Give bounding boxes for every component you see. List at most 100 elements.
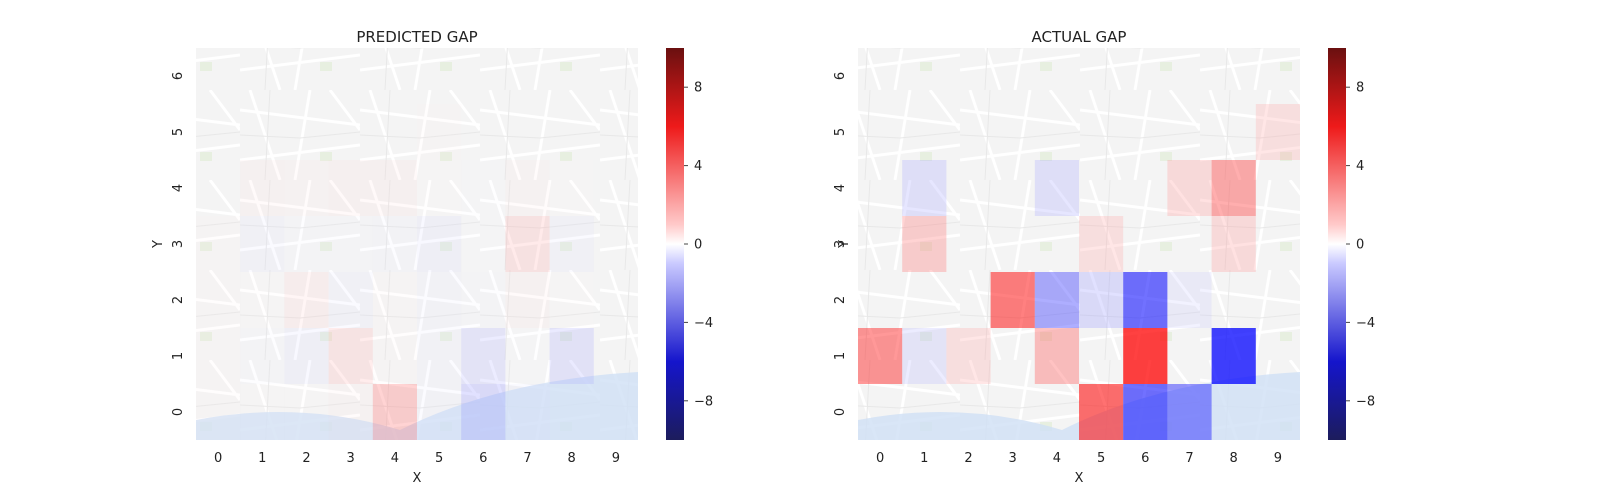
- heatmap-cell: [417, 384, 462, 440]
- heatmap-cell: [1079, 384, 1124, 440]
- heatmap-cell: [505, 272, 550, 328]
- colorbar-tick-label: 8: [694, 81, 702, 96]
- x-tick-label: 8: [1230, 451, 1238, 466]
- heatmap-cell: [240, 384, 285, 440]
- colorbar-tick-label: −8: [694, 394, 713, 409]
- y-axis-label: Y: [837, 240, 852, 249]
- heatmap-cell: [461, 272, 506, 328]
- heatmap-cell: [858, 328, 903, 384]
- heatmap-cell: [372, 328, 417, 384]
- heatmap-cell: [1034, 328, 1079, 384]
- heatmap-cell: [417, 104, 462, 160]
- heatmap-cells: [858, 104, 1300, 440]
- y-tick-label: 6: [171, 72, 186, 80]
- y-tick-label: 0: [833, 408, 848, 416]
- y-tick-label: 4: [171, 184, 186, 192]
- colorbar: [1328, 48, 1346, 440]
- x-tick-labels: 0 1 2 3 4 5 6 7 8 9: [214, 451, 620, 466]
- heatmap-cell: [1123, 328, 1168, 384]
- y-tick-label: 1: [833, 352, 848, 360]
- heatmap-cell: [372, 384, 417, 440]
- heatmap-cell: [240, 216, 285, 272]
- heatmap-cell: [417, 328, 462, 384]
- heatmap-cells: [196, 104, 594, 440]
- x-tick-label: 5: [435, 451, 443, 466]
- x-tick-label: 7: [1185, 451, 1193, 466]
- y-axis-label: Y: [151, 240, 166, 249]
- x-axis-label: X: [413, 471, 422, 486]
- y-tick-label: 2: [833, 296, 848, 304]
- heatmap-cell: [1079, 272, 1124, 328]
- heatmap-cell: [284, 328, 329, 384]
- colorbar-tick-label: 4: [1356, 159, 1364, 174]
- heatmap-cell: [1167, 160, 1212, 216]
- y-tick-label: 3: [171, 240, 186, 248]
- heatmap-cell: [328, 384, 373, 440]
- x-tick-label: 0: [876, 451, 884, 466]
- river-area: [858, 372, 1300, 440]
- colorbar-tick-label: 0: [1356, 238, 1364, 253]
- x-tick-label: 1: [920, 451, 928, 466]
- y-tick-labels: 0 1 2 3 4 5 6: [171, 72, 186, 416]
- y-tick-label: 1: [171, 352, 186, 360]
- river-area: [196, 372, 638, 440]
- x-tick-label: 1: [258, 451, 266, 466]
- heatmap-cell: [549, 216, 594, 272]
- x-tick-label: 3: [1009, 451, 1017, 466]
- x-tick-label: 8: [568, 451, 576, 466]
- heatmap-cell: [284, 272, 329, 328]
- heatmap-cell: [505, 384, 550, 440]
- heatmap-cell: [505, 216, 550, 272]
- heatmap-cell: [946, 328, 991, 384]
- heatmap-cell: [284, 384, 329, 440]
- x-tick-labels: 0 1 2 3 4 5 6 7 8 9: [876, 451, 1282, 466]
- heatmap-cell: [328, 160, 373, 216]
- y-tick-label: 4: [833, 184, 848, 192]
- heatmap-cell: [1034, 160, 1079, 216]
- y-tick-label: 5: [833, 128, 848, 136]
- colorbar: [666, 48, 684, 440]
- heatmap-cell: [1034, 272, 1079, 328]
- heatmap-cell: [417, 272, 462, 328]
- colorbar-tick-label: 8: [1356, 81, 1364, 96]
- heatmap-cell: [284, 160, 329, 216]
- heatmap-cell: [1255, 104, 1300, 160]
- heatmap-cell: [284, 216, 329, 272]
- heatmap-cell: [417, 216, 462, 272]
- heatmap-cell: [1211, 160, 1256, 216]
- heatmap-cell: [902, 328, 947, 384]
- x-tick-label: 2: [964, 451, 972, 466]
- heatmap-cell: [240, 328, 285, 384]
- heatmap-cell: [196, 272, 241, 328]
- x-tick-label: 2: [302, 451, 310, 466]
- colorbar-tick-label: −4: [1356, 316, 1375, 331]
- heatmap-cell: [505, 328, 550, 384]
- heatmap-cell: [1211, 216, 1256, 272]
- heatmap-cell: [372, 160, 417, 216]
- x-tick-label: 6: [1141, 451, 1149, 466]
- heatmap-cell: [461, 160, 506, 216]
- heatmap-cell: [372, 216, 417, 272]
- chart-title: PREDICTED GAP: [356, 28, 477, 46]
- y-tick-label: 2: [171, 296, 186, 304]
- heatmap-cell: [1079, 216, 1124, 272]
- heatmap-cell: [196, 384, 241, 440]
- heatmap-cell: [196, 216, 241, 272]
- x-tick-label: 4: [391, 451, 399, 466]
- heatmap-cell: [549, 160, 594, 216]
- heatmap-cell: [505, 160, 550, 216]
- actual-gap-panel: ACTUAL GAP 0 1 2 3 4 5 6 7 8 9 0 1 2 3 4 5 6 X Y −8 −4 0 4…: [833, 28, 1375, 486]
- y-tick-labels: 0 1 2 3 4 5 6: [833, 72, 848, 416]
- heatmap-cell: [461, 384, 506, 440]
- heatmap-cell: [417, 160, 462, 216]
- heatmap-cell: [902, 160, 947, 216]
- heatmap-cell: [549, 272, 594, 328]
- heatmap-cell: [549, 328, 594, 384]
- x-tick-label: 0: [214, 451, 222, 466]
- heatmap-cell: [902, 216, 947, 272]
- x-tick-label: 9: [1274, 451, 1282, 466]
- colorbar-tick-label: −8: [1356, 394, 1375, 409]
- heatmap-cell: [328, 328, 373, 384]
- x-tick-label: 5: [1097, 451, 1105, 466]
